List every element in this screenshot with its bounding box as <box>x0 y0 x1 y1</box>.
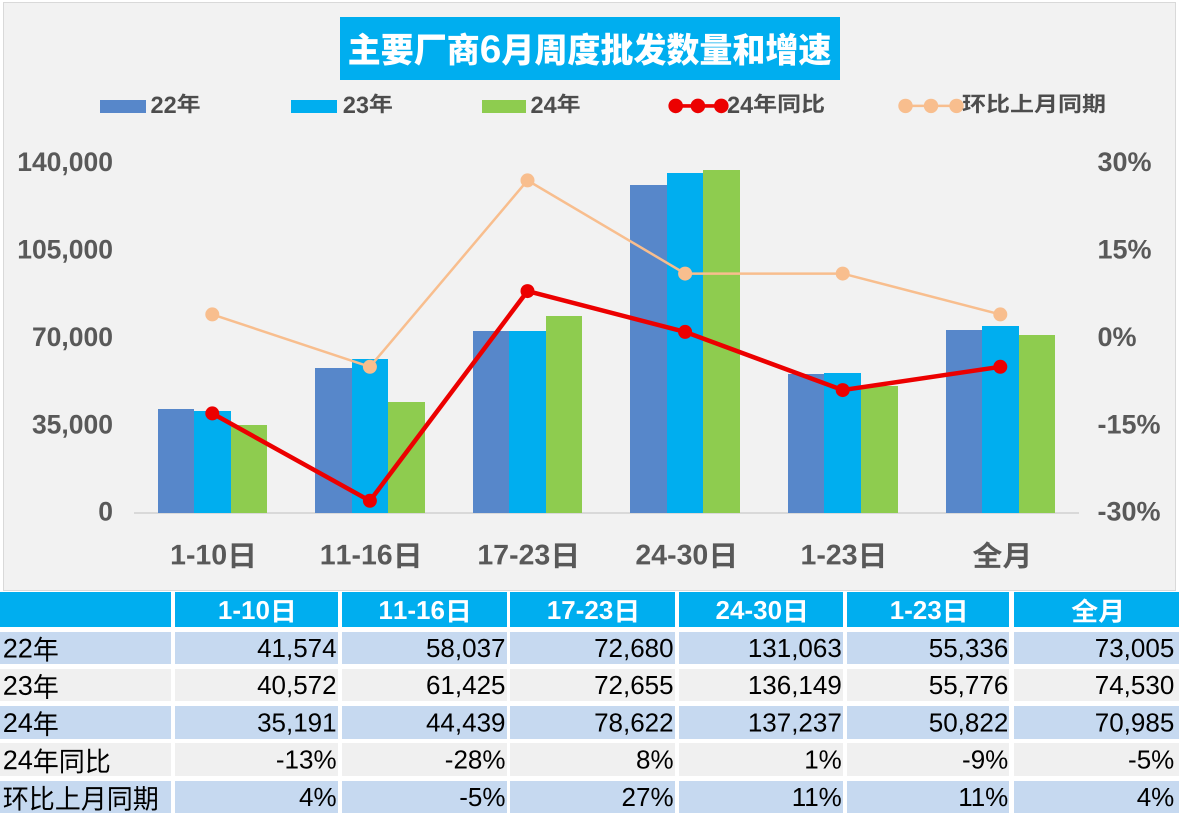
svg-text:-30%: -30% <box>1098 497 1161 527</box>
svg-text:131,063: 131,063 <box>748 633 842 663</box>
svg-text:35,000: 35,000 <box>32 409 113 439</box>
svg-text:0: 0 <box>98 497 113 527</box>
svg-text:70,985: 70,985 <box>1095 707 1175 737</box>
svg-text:72,655: 72,655 <box>594 670 674 700</box>
svg-text:58,037: 58,037 <box>426 633 506 663</box>
svg-text:8%: 8% <box>636 745 674 775</box>
svg-text:-15%: -15% <box>1098 409 1161 439</box>
svg-text:1%: 1% <box>804 745 842 775</box>
svg-text:-5%: -5% <box>1128 745 1174 775</box>
svg-text:-28%: -28% <box>445 745 506 775</box>
svg-text:40,572: 40,572 <box>257 670 337 700</box>
svg-text:73,005: 73,005 <box>1095 633 1175 663</box>
svg-text:11%: 11% <box>792 782 842 812</box>
svg-text:140,000: 140,000 <box>17 147 113 177</box>
svg-text:4%: 4% <box>1137 782 1175 812</box>
svg-text:70,000: 70,000 <box>32 322 113 352</box>
svg-text:0%: 0% <box>1098 322 1137 352</box>
svg-text:74,530: 74,530 <box>1095 670 1175 700</box>
svg-text:78,622: 78,622 <box>594 707 674 737</box>
svg-text:55,336: 55,336 <box>929 633 1009 663</box>
svg-text:50,822: 50,822 <box>929 707 1009 737</box>
svg-text:44,439: 44,439 <box>426 707 506 737</box>
svg-text:15%: 15% <box>1098 235 1152 265</box>
svg-text:-9%: -9% <box>962 745 1008 775</box>
svg-text:35,191: 35,191 <box>257 707 337 737</box>
svg-text:72,680: 72,680 <box>594 633 674 663</box>
svg-text:4%: 4% <box>299 782 337 812</box>
svg-text:27%: 27% <box>622 782 674 812</box>
svg-text:61,425: 61,425 <box>426 670 506 700</box>
svg-text:30%: 30% <box>1098 147 1152 177</box>
svg-text:41,574: 41,574 <box>257 633 337 663</box>
svg-text:136,149: 136,149 <box>748 670 842 700</box>
svg-text:55,776: 55,776 <box>929 670 1009 700</box>
svg-text:105,000: 105,000 <box>17 235 113 265</box>
svg-text:11%: 11% <box>958 782 1008 812</box>
svg-text:-13%: -13% <box>276 745 337 775</box>
svg-text:-5%: -5% <box>459 782 505 812</box>
svg-text:137,237: 137,237 <box>748 707 842 737</box>
